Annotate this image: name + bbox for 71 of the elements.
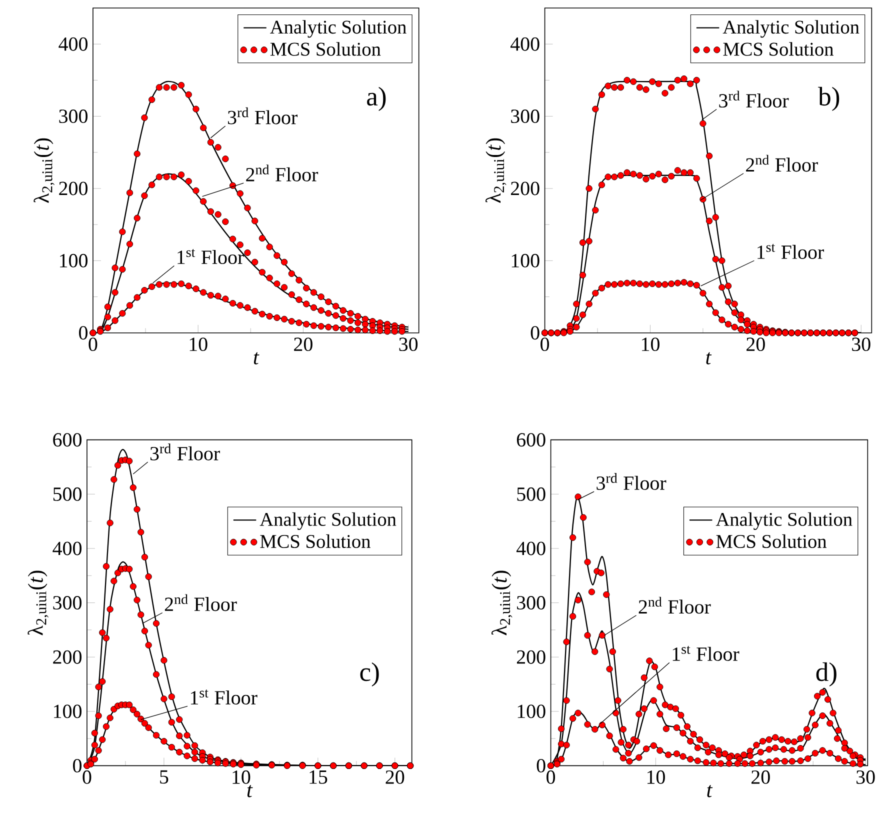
legend-label: MCS Solution	[723, 42, 834, 56]
y-tick-label: 100	[60, 254, 88, 268]
y-tick-label: 100	[54, 704, 82, 718]
legend-label: Analytic Solution	[260, 512, 396, 530]
annotation: c)	[360, 662, 379, 687]
x-tick-label: 0	[88, 338, 98, 352]
legend-label: MCS Solution	[270, 42, 381, 56]
legend-label: Analytic Solution	[716, 512, 852, 530]
y-tick-label: 100	[518, 704, 546, 718]
y-tick-label: 500	[517, 488, 546, 502]
x-axis-title: t	[707, 785, 713, 798]
y-tick-label: 200	[59, 182, 88, 196]
y-tick-label: 600	[516, 433, 546, 447]
y-tick-label: 100	[512, 254, 540, 268]
y-tick-label: 400	[58, 38, 88, 51]
annotation: 3$^{rd}$ Floor	[719, 90, 789, 108]
x-tick-label: 10	[642, 338, 660, 352]
y-tick-label: 600	[53, 433, 82, 447]
x-axis-title: t	[247, 785, 253, 798]
y-tick-label: 0	[73, 759, 82, 773]
y-tick-label: 300	[511, 110, 540, 124]
x-axis-title: t	[706, 352, 712, 365]
x-tick-label: 20	[294, 338, 312, 352]
legend-label: MCS Solution	[716, 534, 827, 548]
y-tick-label: 300	[53, 596, 82, 610]
annotation: 3$^{rd}$ Floor	[596, 473, 666, 490]
annotation: 2$^{nd}$ Floor	[164, 594, 237, 612]
x-tick-label: 10	[647, 770, 665, 784]
legend-label: Analytic Solution	[270, 20, 406, 38]
y-axis-title: λ$_{2,uiui}$(t)	[28, 570, 48, 636]
annotation: a)	[367, 87, 386, 112]
x-tick-label: 30	[399, 338, 418, 352]
x-tick-label: 20	[752, 770, 770, 784]
y-axis-title: λ$_{2,uiui}$(t)	[486, 138, 506, 204]
y-tick-label: 0	[536, 759, 546, 773]
y-tick-label: 400	[516, 542, 546, 556]
annotation: 2$^{nd}$ Floor	[746, 155, 818, 172]
annotation: d)	[816, 662, 836, 687]
annotation: b)	[818, 87, 840, 112]
annotation: 1$^{st}$ Floor	[178, 249, 244, 264]
y-tick-label: 0	[79, 326, 88, 340]
x-tick-label: 5	[160, 770, 168, 784]
annotation: 3$^{rd}$ Floor	[150, 444, 220, 461]
x-tick-label: 20	[746, 338, 765, 352]
annotation: 1$^{st}$ Floor	[190, 690, 258, 705]
y-tick-label: 200	[510, 182, 540, 196]
y-tick-label: 400	[52, 542, 82, 556]
legend-label: MCS Solution	[260, 534, 370, 548]
x-tick-label: 30	[852, 338, 870, 352]
annotation: 2$^{nd}$ Floor	[638, 596, 711, 614]
legend-label: Analytic Solution	[722, 20, 860, 38]
x-tick-label: 20	[386, 770, 404, 784]
y-tick-label: 300	[59, 110, 88, 124]
x-tick-label: 10	[232, 770, 250, 784]
y-tick-label: 500	[53, 488, 82, 502]
x-tick-label: 10	[190, 338, 208, 352]
annotation: 3$^{rd}$ Floor	[228, 108, 298, 124]
y-tick-label: 300	[517, 596, 546, 610]
annotation: 1$^{st}$ Floor	[672, 646, 740, 662]
y-tick-label: 0	[530, 326, 540, 340]
y-axis-title: λ$_{2,uiui}$(t)	[492, 570, 512, 636]
annotation: 1$^{st}$ Floor	[758, 244, 824, 260]
x-tick-label: 30	[856, 770, 875, 784]
x-axis-title: t	[254, 352, 260, 365]
x-tick-label: 15	[310, 770, 328, 784]
annotation: 2$^{nd}$ Floor	[246, 164, 318, 182]
y-axis-title: λ$_{2,uiui}$(t)	[34, 138, 54, 204]
y-tick-label: 400	[510, 38, 540, 51]
y-tick-label: 200	[516, 650, 546, 664]
y-tick-label: 200	[53, 650, 82, 664]
x-tick-label: 0	[546, 770, 556, 784]
